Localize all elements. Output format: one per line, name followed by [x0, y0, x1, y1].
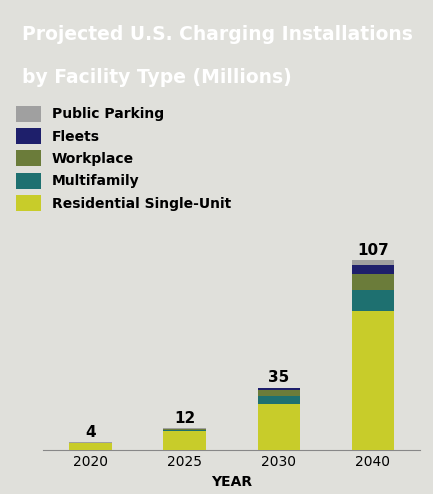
Bar: [258, 388, 300, 390]
Bar: [163, 429, 206, 430]
Bar: [352, 265, 394, 274]
Bar: [258, 396, 300, 404]
Text: by Facility Type (Millions): by Facility Type (Millions): [22, 68, 291, 86]
Legend: Public Parking, Fleets, Workplace, Multifamily, Residential Single-Unit: Public Parking, Fleets, Workplace, Multi…: [16, 106, 231, 211]
Bar: [352, 290, 394, 312]
Bar: [163, 431, 206, 450]
Text: Projected U.S. Charging Installations: Projected U.S. Charging Installations: [22, 25, 413, 44]
Bar: [69, 443, 112, 450]
Bar: [258, 390, 300, 396]
Text: 12: 12: [174, 411, 195, 426]
X-axis label: YEAR: YEAR: [211, 475, 252, 489]
Bar: [163, 430, 206, 431]
Bar: [352, 260, 394, 265]
Bar: [352, 312, 394, 450]
Text: 107: 107: [357, 243, 389, 258]
Bar: [258, 404, 300, 450]
Text: 35: 35: [268, 370, 289, 385]
Text: 4: 4: [85, 425, 96, 440]
Bar: [352, 274, 394, 290]
